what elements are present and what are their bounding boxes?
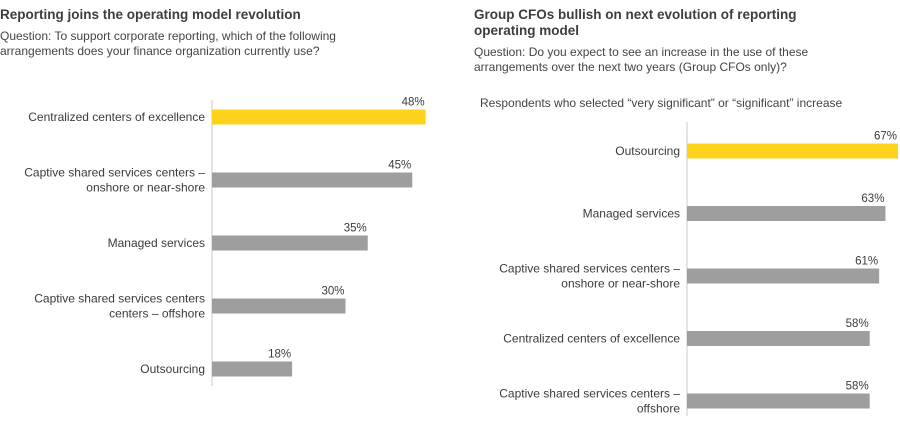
right-value-label-5: 58% <box>846 381 869 393</box>
left-chart-panel: Reporting joins the operating model revo… <box>0 0 440 433</box>
left-value-label-5: 18% <box>268 349 291 361</box>
left-bar-2 <box>212 172 413 188</box>
right-bar-5 <box>687 393 870 409</box>
left-question-line-2: arrangements does your finance organizat… <box>0 44 320 58</box>
left-question-line-1: Question: To support corporate reporting… <box>0 29 336 43</box>
right-question-line-1: Question: Do you expect to see an increa… <box>474 45 809 59</box>
right-bar-2 <box>687 206 886 221</box>
left-category-label-1: Centralized centers of excellence <box>28 110 205 124</box>
right-category-label-1: Outsourcing <box>615 144 680 158</box>
left-value-label-2: 45% <box>388 160 411 172</box>
right-value-label-4: 58% <box>846 318 869 330</box>
right-category-label-4: Centralized centers of excellence <box>503 332 680 346</box>
left-bar-4 <box>212 298 346 314</box>
left-bar-1 <box>212 109 426 125</box>
left-category-label-5: Outsourcing <box>140 362 205 376</box>
right-chart-title-line-2: operating model <box>474 23 580 38</box>
right-bar-4 <box>687 331 870 346</box>
right-chart-title-line-1: Group CFOs bullish on next evolution of … <box>474 7 797 22</box>
right-bar-chart: 67% Outsourcing 63% Managed services 61% Capt… <box>499 122 899 416</box>
left-value-label-1: 48% <box>402 97 425 109</box>
right-value-label-1: 67% <box>874 131 897 143</box>
right-question-line-2: arrangements over the next two years (Gr… <box>474 60 787 74</box>
right-chart-panel: Group CFOs bullish on next evolution of … <box>472 0 900 433</box>
right-category-label-3: Captive shared services centers – onshore… <box>499 262 680 291</box>
left-bar-5 <box>212 361 293 377</box>
right-bar-3 <box>687 268 880 284</box>
left-category-label-4: Captive shared services centers centers –… <box>34 292 205 321</box>
right-value-label-3: 61% <box>855 256 878 268</box>
right-category-label-5: Captive shared services centers – offshor… <box>499 387 680 416</box>
left-category-label-2: Captive shared services centers – onshore… <box>24 166 205 195</box>
right-subnote: Respondents who selected “very significa… <box>480 96 843 110</box>
right-value-label-2: 63% <box>861 193 884 205</box>
left-bar-3 <box>212 235 368 251</box>
left-bar-chart: 48% Centralized centers of excellence 45% C… <box>24 97 426 386</box>
right-category-label-2: Managed services <box>583 207 680 221</box>
left-category-label-3: Managed services <box>108 236 205 250</box>
right-bar-1 <box>687 143 899 159</box>
left-value-label-4: 30% <box>321 286 344 298</box>
left-value-label-3: 35% <box>344 223 367 235</box>
left-chart-title: Reporting joins the operating model revo… <box>0 7 301 22</box>
